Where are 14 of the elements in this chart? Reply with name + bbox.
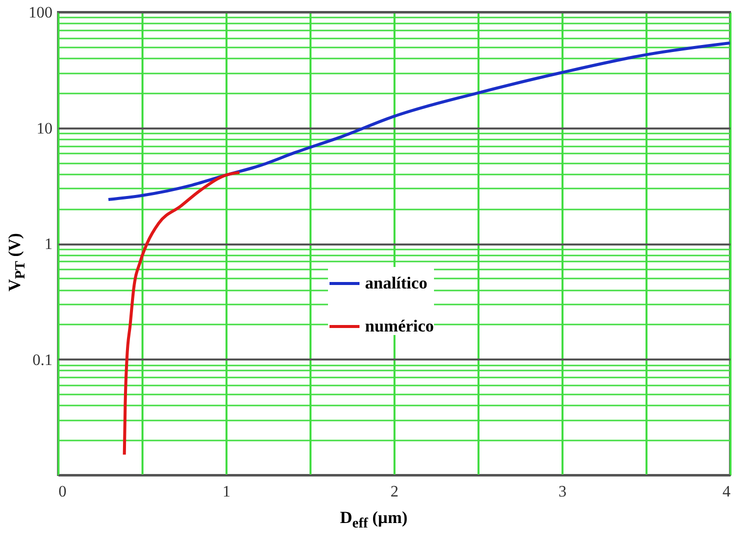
legend-label: numérico — [365, 316, 434, 336]
line-series — [122, 171, 241, 456]
x-tick-label: 4 — [722, 484, 730, 500]
x-tick-label: 0 — [58, 484, 66, 500]
x-tick-label: 2 — [390, 484, 398, 500]
y-tick-label: 100 — [28, 4, 52, 22]
line-series — [106, 41, 730, 201]
x-tick-label: 1 — [222, 484, 230, 500]
y-tick-label: 0.1 — [32, 352, 52, 369]
legend-label: analítico — [365, 274, 428, 292]
y-tick-label: 10 — [36, 120, 52, 138]
x-tick-label: 3 — [558, 484, 566, 500]
y-tick-label: 1 — [44, 236, 52, 253]
x-axis-title: D$_{eff}$ (µm) — [340, 508, 408, 532]
